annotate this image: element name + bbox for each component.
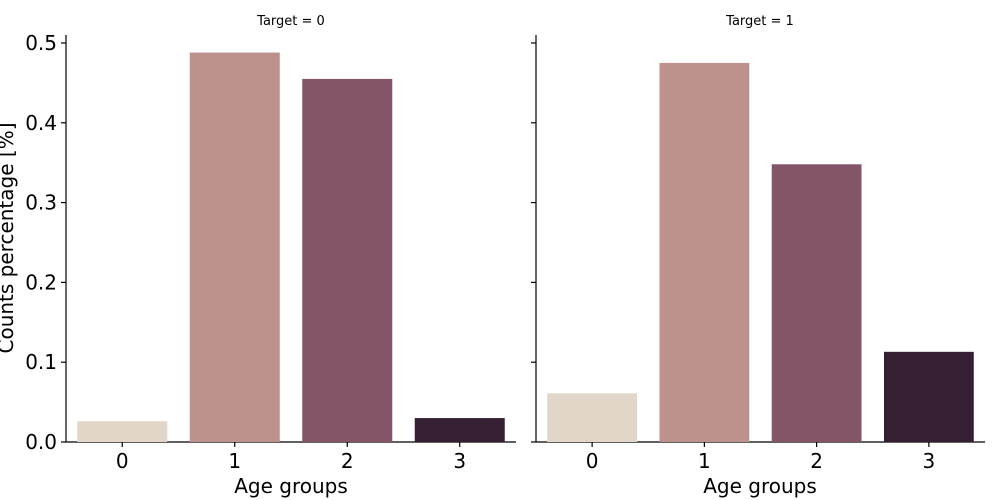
x-tick-label: 3	[923, 449, 936, 473]
bar-age-group-0	[77, 421, 168, 442]
y-tick-label: 0.1	[25, 350, 57, 374]
x-tick-label: 3	[453, 449, 466, 473]
panel-target-0: Target = 0 0.0 0.1 0.2 0.3 0.4 0.5 0 1 2 3 Age g…	[25, 14, 516, 498]
y-tick-label: 0.3	[25, 191, 57, 215]
y-tick-label: 0.2	[25, 270, 57, 294]
panel-title: Target = 0	[256, 14, 325, 29]
bar-age-group-1	[189, 52, 280, 443]
y-tick-label: 0.4	[25, 111, 57, 135]
y-ticks: 0.0 0.1 0.2 0.3 0.4 0.5	[25, 31, 66, 454]
x-axis-label: Age groups	[703, 474, 817, 498]
y-tick-label: 0.5	[25, 31, 57, 55]
bars	[547, 62, 974, 443]
bars	[77, 52, 505, 443]
x-tick-label: 1	[698, 449, 711, 473]
bar-age-group-0	[547, 393, 638, 442]
bar-age-group-1	[659, 62, 750, 443]
panel-title: Target = 1	[725, 14, 794, 29]
x-ticks: 0 1 2 3	[116, 442, 466, 473]
bar-age-group-2	[771, 164, 862, 442]
x-tick-label: 0	[586, 449, 599, 473]
bar-age-group-2	[302, 78, 393, 443]
x-tick-label: 0	[116, 449, 129, 473]
x-tick-label: 2	[341, 449, 354, 473]
bar-age-group-3	[414, 418, 505, 442]
x-tick-label: 1	[228, 449, 241, 473]
y-ticks	[531, 42, 536, 443]
y-axis-label: Counts percentage [%]	[0, 123, 18, 354]
x-axis-label: Age groups	[234, 474, 348, 498]
x-tick-label: 2	[810, 449, 823, 473]
bar-age-group-3	[883, 351, 974, 442]
y-tick-label: 0.0	[25, 430, 57, 454]
x-ticks: 0 1 2 3	[586, 442, 935, 473]
panel-target-1: Target = 1 0 1 2 3 Age groups	[531, 14, 985, 498]
